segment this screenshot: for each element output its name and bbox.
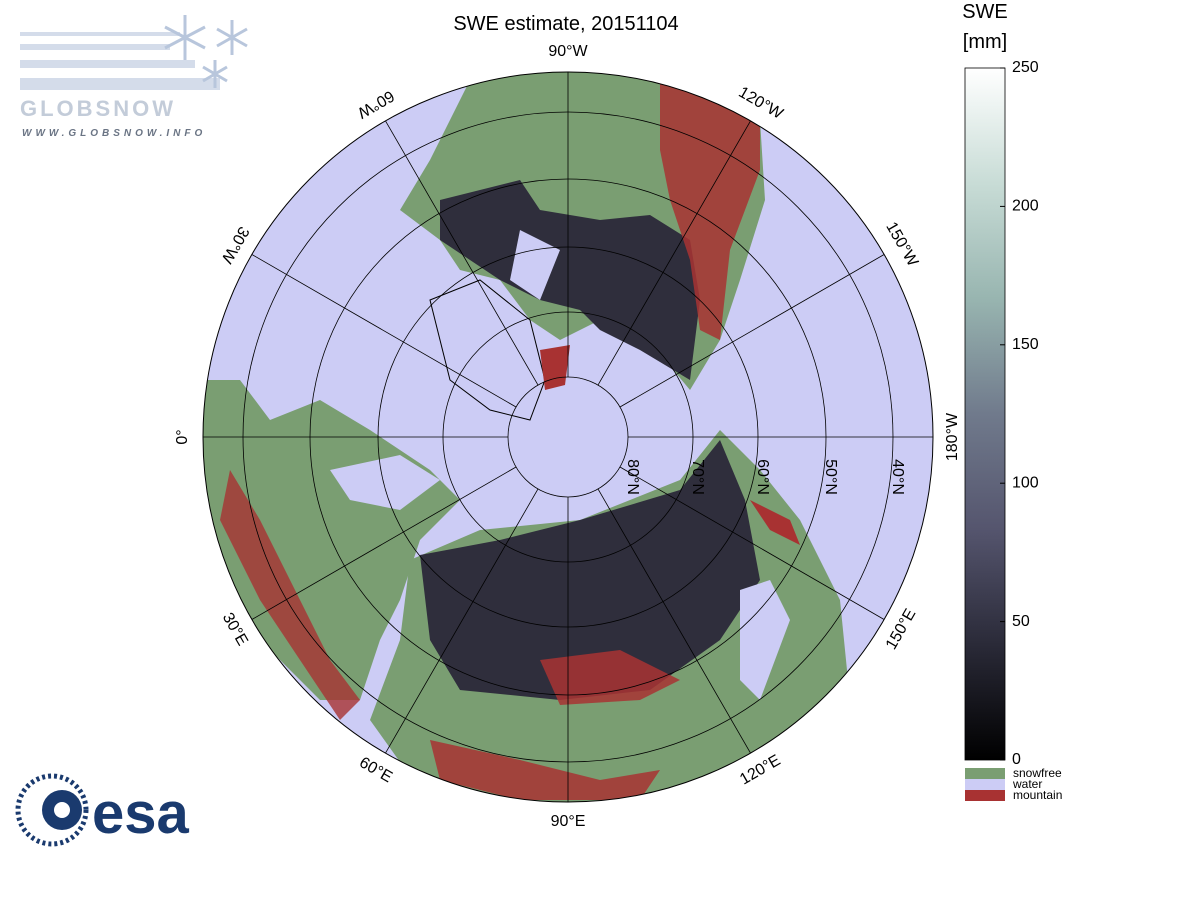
map-title: SWE estimate, 20151104 [453,13,678,35]
colorbar-tick-label: 150 [1012,336,1039,353]
longitude-label: 60°W [354,87,397,122]
colorbar-tick-label: 100 [1012,474,1039,491]
meridian [619,254,885,408]
colorbar-tick-label: 200 [1012,198,1039,215]
meridian [619,466,885,620]
legend-label: mountain [1013,788,1062,802]
longitude-label: 90°E [551,813,586,830]
latitude-label: 60°N [754,459,771,495]
colorbar [964,67,1006,761]
colorbar-title: SWE [962,1,1008,23]
esa-wordmark: esa [92,781,190,846]
longitude-label: 0° [174,429,191,444]
latitude-label: 40°N [889,459,906,495]
colorbar-tick-label: 0 [1012,751,1021,768]
meridian [251,466,517,620]
legend-swatch [965,790,1005,801]
colorbar-unit: [mm] [963,31,1007,53]
globsnow-url: WWW.GLOBSNOW.INFO [22,128,206,139]
colorbar-tick-label: 50 [1012,613,1030,630]
meridian [385,120,539,386]
longitude-label: 90°W [548,43,588,60]
meridian [385,488,539,754]
colorbar-tick-label: 250 [1012,59,1039,76]
latitude-label: 70°N [689,459,706,495]
longitude-label: 60°E [356,754,395,786]
longitude-label: 30°W [217,223,252,266]
longitude-label: 30°E [219,610,251,649]
meridian [597,120,751,386]
longitude-label: 150°E [883,606,920,652]
legend-label: snowfree [1013,766,1062,780]
esa-logo: esa [15,773,190,847]
latitude-label: 80°N [624,459,641,495]
globsnow-wordmark: GLOBSNOW [20,96,176,121]
legend-swatch [965,768,1005,779]
meridian [251,254,517,408]
latitude-label: 50°N [822,459,839,495]
globsnow-logo: GLOBSNOW WWW.GLOBSNOW.INFO [20,15,248,139]
longitude-label: 120°E [737,752,783,789]
legend-label: water [1012,777,1042,791]
meridian [597,488,751,754]
map-disc [203,72,933,802]
map-border [202,71,934,803]
legend-swatch [965,779,1005,790]
longitude-label: 180°W [944,412,961,461]
